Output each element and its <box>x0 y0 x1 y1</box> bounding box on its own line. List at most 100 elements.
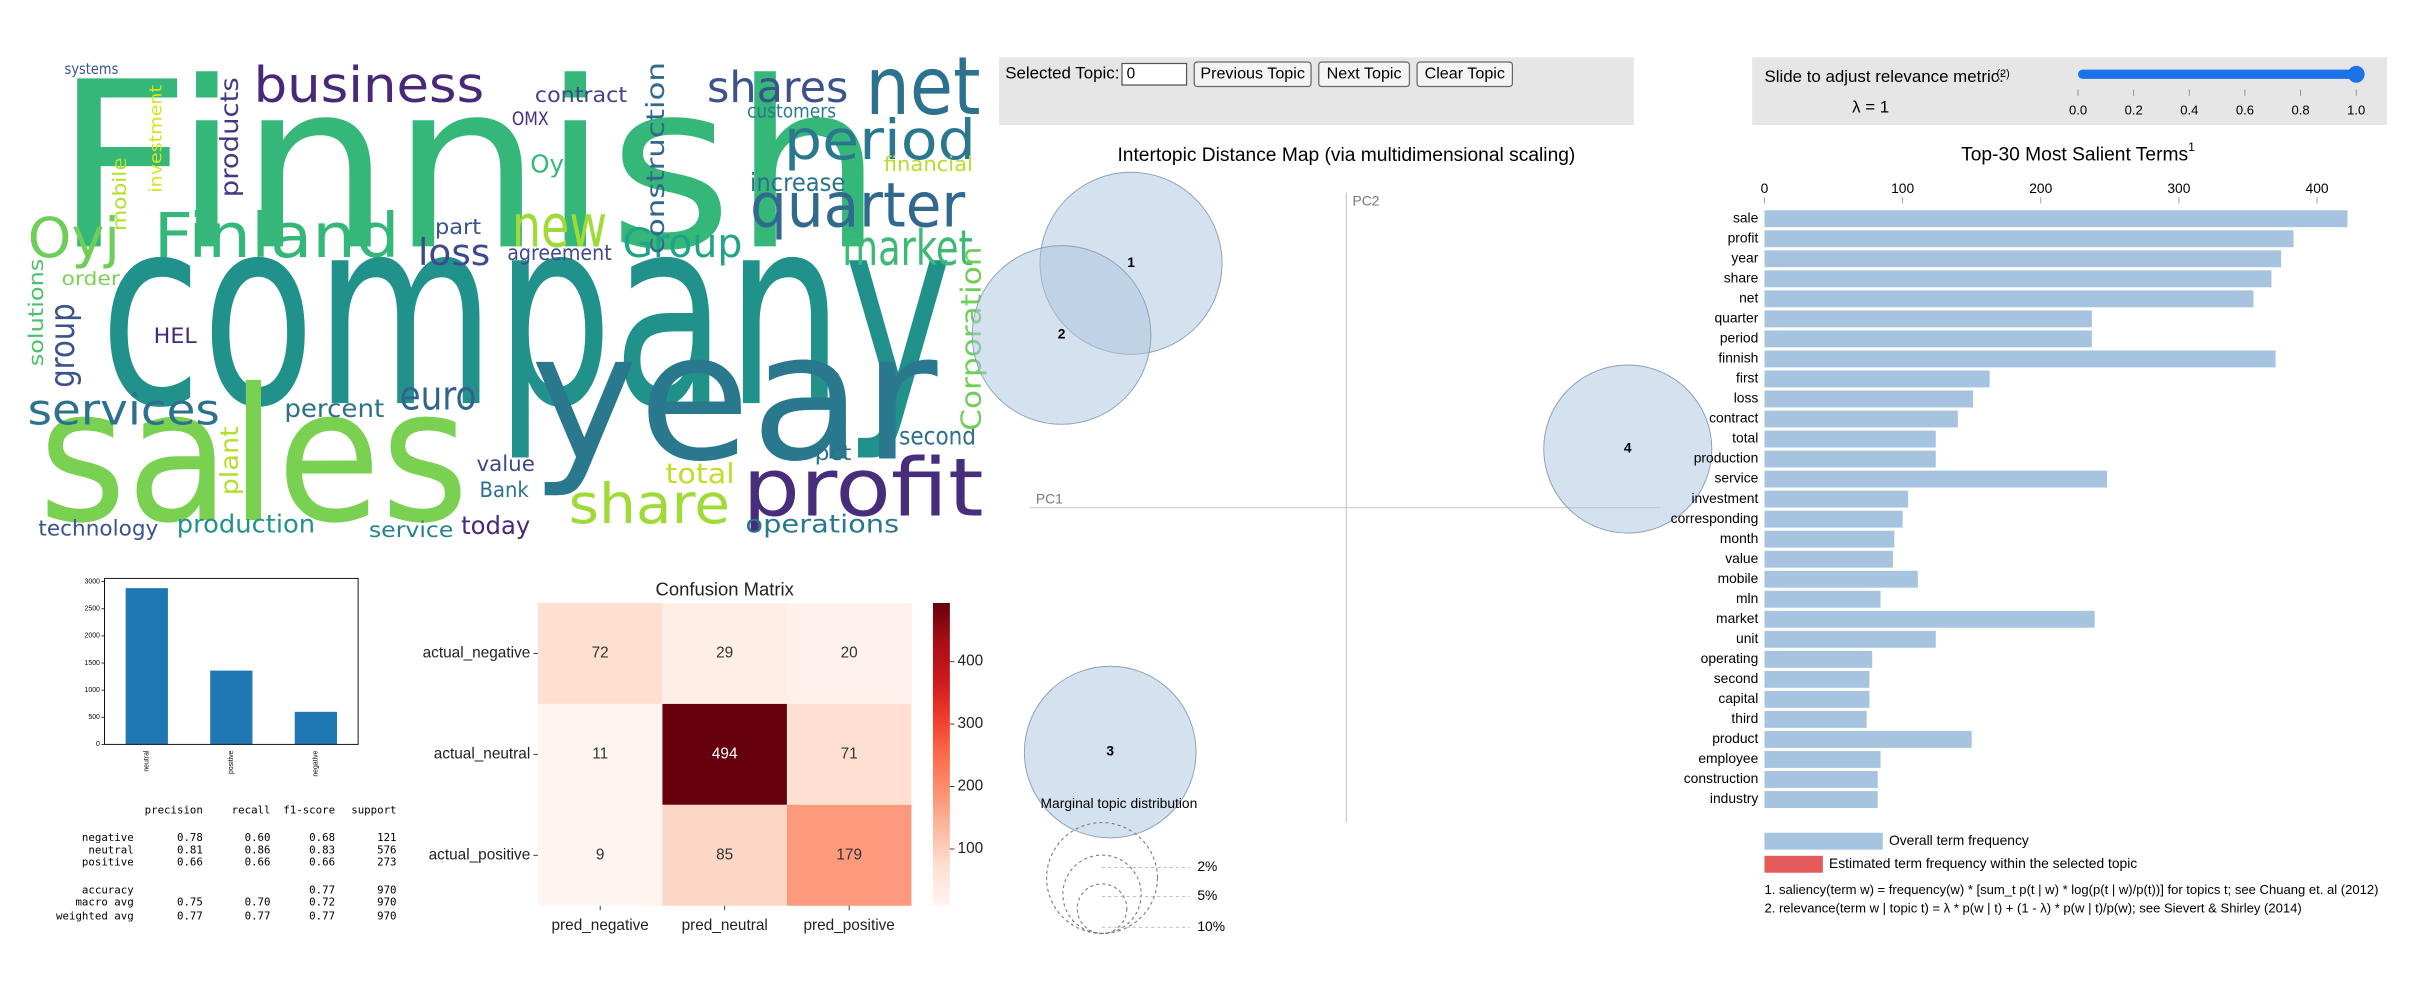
cloud-word: value <box>476 452 534 477</box>
cloud-word: OMX <box>512 109 549 130</box>
topic-bubble[interactable] <box>1543 364 1713 534</box>
term-label[interactable]: operating <box>1701 650 1759 666</box>
colorbar-tick-label: 100 <box>958 840 984 857</box>
term-bar <box>1764 430 1936 448</box>
y-tick-label: 1500 <box>85 660 101 667</box>
topic-button[interactable] <box>1193 61 1312 88</box>
term-label[interactable]: finnish <box>1718 350 1758 366</box>
term-label[interactable]: loss <box>1734 390 1759 406</box>
cloud-word: profit <box>742 441 983 534</box>
term-label[interactable]: mobile <box>1718 570 1759 586</box>
size-legend-circle <box>1076 883 1128 934</box>
term-label[interactable]: production <box>1694 450 1759 466</box>
heatmap-cell <box>786 602 912 704</box>
cell-label: 85 <box>716 846 733 863</box>
term-label[interactable]: unit <box>1736 630 1758 646</box>
heatmap-cell <box>662 804 787 906</box>
topic-bubble[interactable] <box>971 245 1152 425</box>
bar <box>125 588 168 745</box>
cell-label: 494 <box>712 745 738 762</box>
confusion-matrix: Confusion Matrix 72 29 20 11 494 71 9 85 179 actua… <box>423 579 984 934</box>
term-label[interactable]: profit <box>1728 229 1759 245</box>
term-label[interactable]: corresponding <box>1671 510 1759 526</box>
topic-button-label[interactable]: Clear Topic <box>1425 65 1505 83</box>
term-label[interactable]: year <box>1731 249 1758 265</box>
cloud-word: Finland <box>154 201 400 272</box>
term-label[interactable]: contract <box>1709 410 1758 426</box>
term-label[interactable]: month <box>1720 530 1758 546</box>
topic-button-label[interactable]: Previous Topic <box>1200 65 1305 83</box>
term-label[interactable]: sale <box>1733 209 1759 225</box>
term-label[interactable]: first <box>1736 370 1758 386</box>
legend-label: Overall term frequency <box>1889 832 2029 848</box>
chart-title-note: 1 <box>2188 140 2195 154</box>
term-label[interactable]: service <box>1715 470 1759 486</box>
cloud-word: systems <box>65 60 119 78</box>
report-cell: 0.86 <box>245 843 271 856</box>
y-axis-label: PC2 <box>1353 192 1380 208</box>
term-label[interactable]: product <box>1712 730 1758 746</box>
topic-button-label[interactable]: Next Topic <box>1327 65 1402 83</box>
y-tick-label: 500 <box>88 714 100 721</box>
term-label[interactable]: net <box>1739 289 1758 305</box>
cloud-word: Finnish <box>54 33 884 301</box>
cloud-word: solutions <box>24 259 48 367</box>
term-bar <box>1764 210 2348 228</box>
topic-input-value[interactable]: 0 <box>1127 65 1136 82</box>
cell-label: 9 <box>596 846 605 863</box>
footnote: 2. relevance(term w | topic t) = λ * p(w… <box>1764 900 2301 915</box>
term-label[interactable]: capital <box>1718 690 1758 706</box>
x-tick-label: 300 <box>2167 180 2190 196</box>
term-label[interactable]: total <box>1732 430 1758 446</box>
term-label[interactable]: mln <box>1736 590 1758 606</box>
report-row-label: accuracy <box>82 883 134 896</box>
term-label[interactable]: share <box>1724 269 1759 285</box>
term-label[interactable]: second <box>1714 670 1759 686</box>
term-label[interactable]: quarter <box>1714 310 1758 326</box>
term-bar <box>1764 791 1878 808</box>
term-bar <box>1764 751 1881 768</box>
footnote: 1. saliency(term w) = frequency(w) * [su… <box>1764 882 2378 897</box>
term-bar <box>1764 650 1873 668</box>
slider-label: Slide to adjust relevance metric: <box>1764 67 2003 86</box>
slider-track[interactable] <box>2078 69 2357 79</box>
term-label[interactable]: construction <box>1684 770 1759 786</box>
topic-label: 3 <box>1106 743 1114 759</box>
row-label: actual_negative <box>423 645 531 662</box>
term-bar <box>1764 270 2272 288</box>
topic-input[interactable] <box>1121 62 1188 86</box>
heatmap-cell <box>662 602 787 704</box>
topic-label: 2 <box>1058 326 1066 342</box>
slider-tick-label: 0.0 <box>2069 103 2087 118</box>
term-bar <box>1764 350 2276 368</box>
term-label[interactable]: value <box>1725 550 1758 566</box>
salient-terms-chart: Top-30 Most Salient Terms1 0 100 200 300 400 s… <box>1671 140 2379 915</box>
cell-label: 72 <box>592 645 609 662</box>
topic-button[interactable] <box>1318 61 1411 88</box>
row-label: actual_neutral <box>434 745 531 762</box>
term-label[interactable]: period <box>1720 330 1758 346</box>
report-row-label: weighted avg <box>56 910 134 923</box>
intertopic-map: Intertopic Distance Map (via multidimens… <box>971 145 1713 934</box>
term-label[interactable]: industry <box>1710 790 1759 806</box>
term-label[interactable]: market <box>1716 610 1758 626</box>
term-label[interactable]: third <box>1731 710 1758 726</box>
colorbar-tick-label: 400 <box>958 653 984 670</box>
cloud-word: increase <box>750 168 845 197</box>
size-legend-circle <box>1062 854 1142 934</box>
report-cell: 0.75 <box>177 896 203 909</box>
slider-tick-label: 0.8 <box>2291 103 2309 118</box>
cloud-word: order <box>61 269 120 290</box>
topic-button[interactable] <box>1416 61 1514 88</box>
term-bar <box>1764 630 1936 648</box>
report-cell: 0.77 <box>309 910 335 923</box>
size-legend-label: 5% <box>1197 887 1217 903</box>
term-label[interactable]: investment <box>1691 490 1758 506</box>
term-label[interactable]: employee <box>1698 750 1758 766</box>
term-bar <box>1764 290 2254 308</box>
slider-thumb[interactable] <box>2347 65 2365 83</box>
cloud-word: second <box>899 422 976 451</box>
report-row-label: macro avg <box>75 896 133 909</box>
topic-bubble[interactable] <box>1023 665 1197 839</box>
control-panel <box>999 57 1634 125</box>
